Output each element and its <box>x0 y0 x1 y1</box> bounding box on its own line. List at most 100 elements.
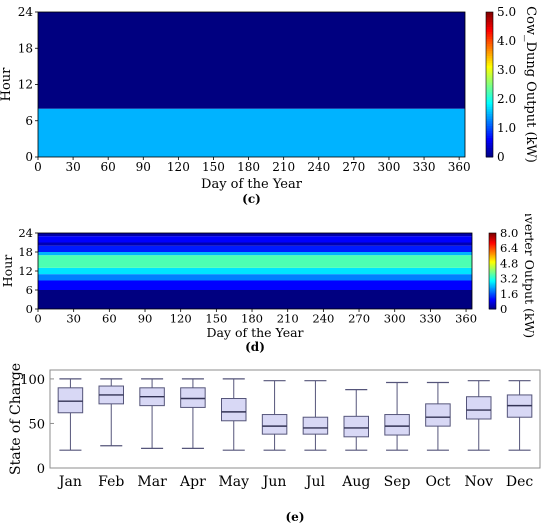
colorbar-title: Inverter Output (kW) <box>522 214 537 338</box>
x-tick-label: 210 <box>277 312 299 326</box>
colorbar-title: Cow_Dung Output (kW) <box>523 6 538 163</box>
x-tick-label: 330 <box>419 312 441 326</box>
colorbar-segment <box>486 130 493 134</box>
colorbar-segment <box>486 152 493 156</box>
panel-label: (d) <box>245 340 265 354</box>
colorbar-segment <box>486 147 493 151</box>
x-tick-label: 240 <box>312 312 334 326</box>
colorbar-segment <box>489 282 496 285</box>
colorbar-segment <box>486 45 493 49</box>
x-tick-label: 90 <box>136 160 151 174</box>
month-label: May <box>218 474 249 490</box>
colorbar-segment <box>489 291 496 294</box>
x-tick-label: 120 <box>170 312 192 326</box>
iqr-box <box>384 414 410 436</box>
colorbar-frame <box>488 232 497 310</box>
colorbar-segment <box>486 142 493 146</box>
month-label: Sep <box>384 474 411 490</box>
y-tick-label: 0 <box>26 302 33 316</box>
colorbar-segment <box>486 154 493 158</box>
x-tick-label: 120 <box>167 160 190 174</box>
colorbar-segment <box>486 67 493 71</box>
colorbar-frame <box>485 11 494 158</box>
colorbar-segment <box>489 239 496 242</box>
colorbar-segment <box>489 262 496 264</box>
colorbar-segment <box>489 296 496 299</box>
colorbar-segment <box>486 144 493 148</box>
x-tick-label: 360 <box>448 160 471 174</box>
y-axis-title: Hour <box>0 255 15 287</box>
month-label: Oct <box>425 474 450 490</box>
colorbar-segment <box>489 257 496 259</box>
colorbar-segment <box>489 273 496 276</box>
colorbar-segment <box>486 21 493 25</box>
month-label: Feb <box>98 474 124 490</box>
colorbar-tick-label: 3.0 <box>497 63 516 77</box>
colorbar-segment <box>486 125 493 129</box>
colorbar-segment <box>489 254 496 257</box>
colorbar-segment <box>486 31 493 35</box>
x-tick-label: 270 <box>348 312 370 326</box>
colorbar-tick-label: 4.8 <box>500 256 518 270</box>
x-tick-label: 180 <box>237 160 260 174</box>
heatmap-band <box>38 274 472 281</box>
colorbar-tick-label: 5.0 <box>497 5 516 19</box>
colorbar-tick-label: 0 <box>497 150 505 164</box>
x-tick-label: 60 <box>102 312 117 326</box>
colorbar-segment <box>489 293 496 296</box>
heatmap-band <box>38 255 472 268</box>
box-aug <box>343 388 369 451</box>
colorbar-segment <box>486 50 493 54</box>
box-dec <box>506 380 533 451</box>
colorbar-segment <box>486 135 493 139</box>
colorbar-segment <box>489 245 496 248</box>
colorbar-segment <box>489 236 496 239</box>
x-tick-label: 210 <box>272 160 295 174</box>
heatmap-band <box>38 280 472 290</box>
heatmap-band <box>38 12 465 109</box>
y-tick-label: 24 <box>18 5 34 19</box>
y-tick-label: 18 <box>18 41 33 55</box>
y-tick-label: 18 <box>18 245 33 259</box>
colorbar-segment <box>489 233 496 235</box>
colorbar-segment <box>486 120 493 124</box>
colorbar-segment <box>489 234 496 237</box>
x-tick-label: 300 <box>378 160 401 174</box>
colorbar-segment <box>489 246 496 249</box>
colorbar-segment <box>489 301 496 304</box>
colorbar-segment <box>486 115 493 119</box>
inverter-heatmap-chart: 0 30 60 90 120 150 180 210 240 270 300 330 360061218… <box>0 204 537 354</box>
month-label: Dec <box>506 474 534 490</box>
y-axis-title: State of Charge <box>8 363 24 475</box>
colorbar-segment <box>486 123 493 127</box>
month-label: Nov <box>464 474 493 490</box>
colorbar-segment <box>486 55 493 59</box>
iqr-box <box>302 416 329 435</box>
colorbar-segment <box>489 244 496 247</box>
x-tick-label: 60 <box>101 160 116 174</box>
colorbar-segment <box>489 278 496 281</box>
colorbar-segment <box>486 99 493 102</box>
month-label: Apr <box>179 474 206 490</box>
x-tick-label: 90 <box>138 312 153 326</box>
colorbar-segment <box>489 274 496 277</box>
box-mar <box>139 378 165 450</box>
x-tick-label: 0 <box>34 312 41 326</box>
colorbar-segment <box>486 86 493 90</box>
x-tick-label: 180 <box>241 312 263 326</box>
colorbar-segment <box>486 62 493 66</box>
colorbar-segment <box>486 19 493 23</box>
colorbar-tick-label: 8.0 <box>500 226 518 240</box>
colorbar-segment <box>486 12 493 15</box>
colorbar-segment <box>489 295 496 297</box>
colorbar-segment <box>486 137 493 141</box>
colorbar-segment <box>489 259 496 262</box>
y-tick-label: 24 <box>18 226 33 240</box>
colorbar-segment <box>486 38 493 42</box>
heatmap-band <box>38 236 472 243</box>
panel-label: (c) <box>242 192 261 206</box>
x-tick-label: 330 <box>413 160 436 174</box>
y-tick-label: 100 <box>20 373 45 388</box>
box-oct <box>425 381 451 451</box>
colorbar-segment <box>489 305 496 307</box>
